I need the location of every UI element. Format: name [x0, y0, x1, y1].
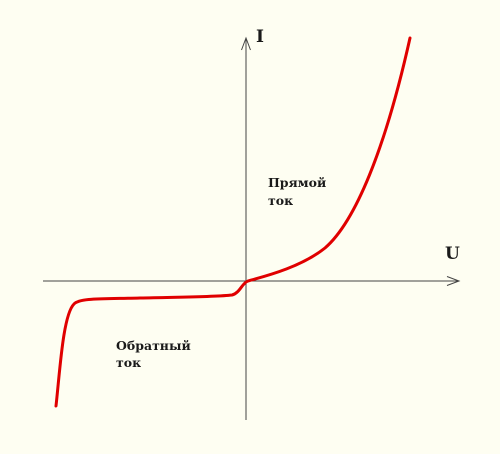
reverse-current-label-line1: Обратный — [116, 338, 191, 353]
voltage-axis-title: U — [445, 244, 460, 264]
reverse-current-label-line2: ток — [116, 355, 141, 370]
forward-current-label-line1: Прямой — [268, 175, 326, 190]
iv-curve — [54, 36, 412, 408]
current-axis-arrowhead — [241, 36, 251, 51]
forward-current-label-line2: ток — [268, 193, 293, 208]
current-axis-title: I — [256, 27, 264, 47]
voltage-axis-arrowhead — [446, 276, 461, 286]
